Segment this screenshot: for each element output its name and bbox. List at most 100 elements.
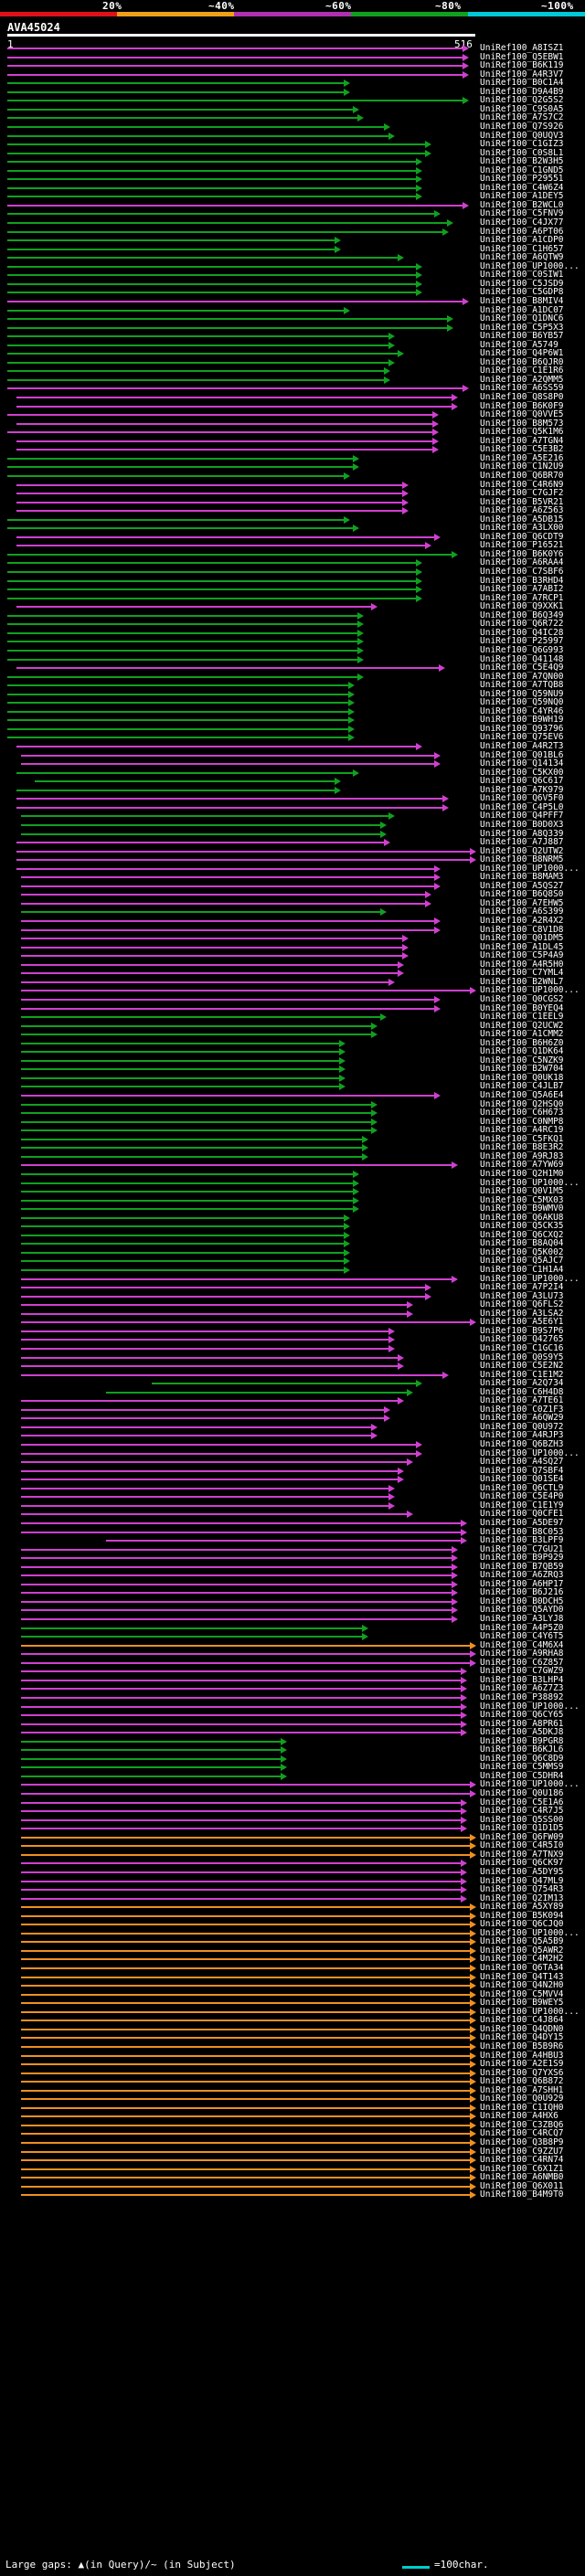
hit-bar[interactable] xyxy=(7,710,349,713)
hit-label[interactable]: UniRef100_Q2IM13 xyxy=(480,1892,564,1903)
hit-bar[interactable] xyxy=(20,1574,452,1577)
hit-label[interactable]: UniRef100_Q59NQ0 xyxy=(480,697,564,708)
hit-label[interactable]: UniRef100_C9ZZU7 xyxy=(480,2146,564,2157)
hit-label[interactable]: UniRef100_UP1000... xyxy=(480,260,580,271)
hit-label[interactable]: UniRef100_B7QB59 xyxy=(480,1561,564,1572)
hit-label[interactable]: UniRef100_B2W704 xyxy=(480,1064,564,1075)
hit-bar[interactable] xyxy=(20,1696,462,1699)
hit-bar[interactable] xyxy=(20,1095,434,1097)
hit-bar[interactable] xyxy=(20,1347,389,1350)
hit-bar[interactable] xyxy=(20,1260,345,1263)
hit-bar[interactable] xyxy=(20,1225,345,1228)
hit-label[interactable]: UniRef100_Q6TA34 xyxy=(480,1963,564,1973)
hit-label[interactable]: UniRef100_C1N2U9 xyxy=(480,461,564,472)
hit-bar[interactable] xyxy=(7,702,349,705)
hit-bar[interactable] xyxy=(20,1461,408,1464)
hit-label[interactable]: UniRef100_D9A4B9 xyxy=(480,86,564,97)
hit-label[interactable]: UniRef100_Q0UK18 xyxy=(480,1072,564,1083)
hit-label[interactable]: UniRef100_C0NMP8 xyxy=(480,1116,564,1127)
hit-label[interactable]: UniRef100_A7SHH1 xyxy=(480,2084,564,2095)
hit-label[interactable]: UniRef100_C7GJF2 xyxy=(480,488,564,499)
hit-bar[interactable] xyxy=(7,737,349,739)
hit-label[interactable]: UniRef100_C5FKQ1 xyxy=(480,1133,564,1144)
hit-bar[interactable] xyxy=(20,2019,470,2022)
hit-bar[interactable] xyxy=(20,1504,389,1507)
hit-label[interactable]: UniRef100_Q41148 xyxy=(480,653,564,664)
hit-bar[interactable] xyxy=(20,1661,470,1664)
hit-bar[interactable] xyxy=(20,1932,470,1935)
hit-label[interactable]: UniRef100_C5DHR4 xyxy=(480,1770,564,1781)
hit-bar[interactable] xyxy=(20,2098,470,2101)
hit-bar[interactable] xyxy=(7,318,448,321)
hit-bar[interactable] xyxy=(20,1828,462,1830)
hit-bar[interactable] xyxy=(20,1600,452,1603)
hit-label[interactable]: UniRef100_Q4T143 xyxy=(480,1971,564,1982)
hit-label[interactable]: UniRef100_P16521 xyxy=(480,540,564,551)
hit-label[interactable]: UniRef100_Q6CY65 xyxy=(480,1710,564,1721)
hit-label[interactable]: UniRef100_A8PR61 xyxy=(480,1718,564,1729)
hit-label[interactable]: UniRef100_C4RCQ7 xyxy=(480,2128,564,2139)
hit-bar[interactable] xyxy=(7,414,432,417)
hit-bar[interactable] xyxy=(20,1243,345,1246)
hit-label[interactable]: UniRef100_A7TNX9 xyxy=(480,1849,564,1860)
hit-bar[interactable] xyxy=(20,1051,340,1054)
hit-bar[interactable] xyxy=(20,1024,371,1027)
hit-bar[interactable] xyxy=(20,1487,389,1489)
hit-bar[interactable] xyxy=(20,1967,470,1969)
hit-bar[interactable] xyxy=(20,1216,345,1219)
hit-label[interactable]: UniRef100_Q5AWR2 xyxy=(480,1945,564,1956)
hit-bar[interactable] xyxy=(7,623,357,626)
hit-label[interactable]: UniRef100_B6YB57 xyxy=(480,331,564,342)
hit-bar[interactable] xyxy=(7,675,357,678)
hit-bar[interactable] xyxy=(20,2081,470,2083)
hit-label[interactable]: UniRef100_A9RHA8 xyxy=(480,1648,564,1659)
hit-bar[interactable] xyxy=(7,300,463,302)
hit-label[interactable]: UniRef100_C1E1Y9 xyxy=(480,1500,564,1511)
hit-label[interactable]: UniRef100_C1H1A4 xyxy=(480,1265,564,1275)
hit-bar[interactable] xyxy=(20,928,434,931)
hit-bar[interactable] xyxy=(20,1251,345,1254)
hit-bar[interactable] xyxy=(20,832,380,835)
hit-label[interactable]: UniRef100_C5GDP8 xyxy=(480,287,564,298)
hit-label[interactable]: UniRef100_Q5K1M6 xyxy=(480,427,564,438)
hit-bar[interactable] xyxy=(7,265,416,268)
hit-label[interactable]: UniRef100_Q14134 xyxy=(480,758,564,769)
hit-bar[interactable] xyxy=(20,1897,462,1900)
hit-bar[interactable] xyxy=(20,1531,462,1533)
hit-bar[interactable] xyxy=(7,344,389,346)
hit-label[interactable]: UniRef100_B5B9R6 xyxy=(480,2041,564,2051)
hit-label[interactable]: UniRef100_B9S7P6 xyxy=(480,1325,564,1336)
hit-bar[interactable] xyxy=(20,1086,340,1088)
hit-bar[interactable] xyxy=(20,2133,470,2136)
hit-label[interactable]: UniRef100_C4YR46 xyxy=(480,705,564,716)
hit-bar[interactable] xyxy=(20,823,380,826)
hit-bar[interactable] xyxy=(20,1644,470,1647)
hit-bar[interactable] xyxy=(20,1042,340,1044)
hit-label[interactable]: UniRef100_Q4P6W1 xyxy=(480,348,564,359)
hit-label[interactable]: UniRef100_C4M2H2 xyxy=(480,1954,564,1965)
hit-bar[interactable] xyxy=(20,1853,470,1856)
hit-bar[interactable] xyxy=(7,274,416,277)
hit-bar[interactable] xyxy=(20,2045,470,2048)
hit-label[interactable]: UniRef100_A7ABI2 xyxy=(480,584,564,595)
hit-bar[interactable] xyxy=(7,684,349,687)
hit-label[interactable]: UniRef100_Q9XXK1 xyxy=(480,601,564,612)
hit-label[interactable]: UniRef100_A7RCP1 xyxy=(480,592,564,603)
hit-label[interactable]: UniRef100_A4SQ27 xyxy=(480,1457,564,1468)
hit-label[interactable]: UniRef100_Q6CK97 xyxy=(480,1858,564,1869)
hit-label[interactable]: UniRef100_C4R5I0 xyxy=(480,1840,564,1851)
hit-label[interactable]: UniRef100_C4R7J5 xyxy=(480,1806,564,1817)
hit-bar[interactable] xyxy=(7,213,434,216)
hit-bar[interactable] xyxy=(20,1147,362,1150)
hit-label[interactable]: UniRef100_B6H6Z0 xyxy=(480,1037,564,1048)
hit-bar[interactable] xyxy=(20,1793,470,1795)
hit-bar[interactable] xyxy=(16,789,335,791)
hit-label[interactable]: UniRef100_C5E4P0 xyxy=(480,1491,564,1502)
hit-label[interactable]: UniRef100_B6K0F9 xyxy=(480,400,564,411)
hit-bar[interactable] xyxy=(20,1295,425,1298)
hit-label[interactable]: UniRef100_A1DC07 xyxy=(480,304,564,315)
hit-label[interactable]: UniRef100_Q2UTW2 xyxy=(480,845,564,856)
hit-label[interactable]: UniRef100_A1CDP0 xyxy=(480,235,564,246)
hit-bar[interactable] xyxy=(20,1155,362,1158)
hit-bar[interactable] xyxy=(20,1068,340,1071)
